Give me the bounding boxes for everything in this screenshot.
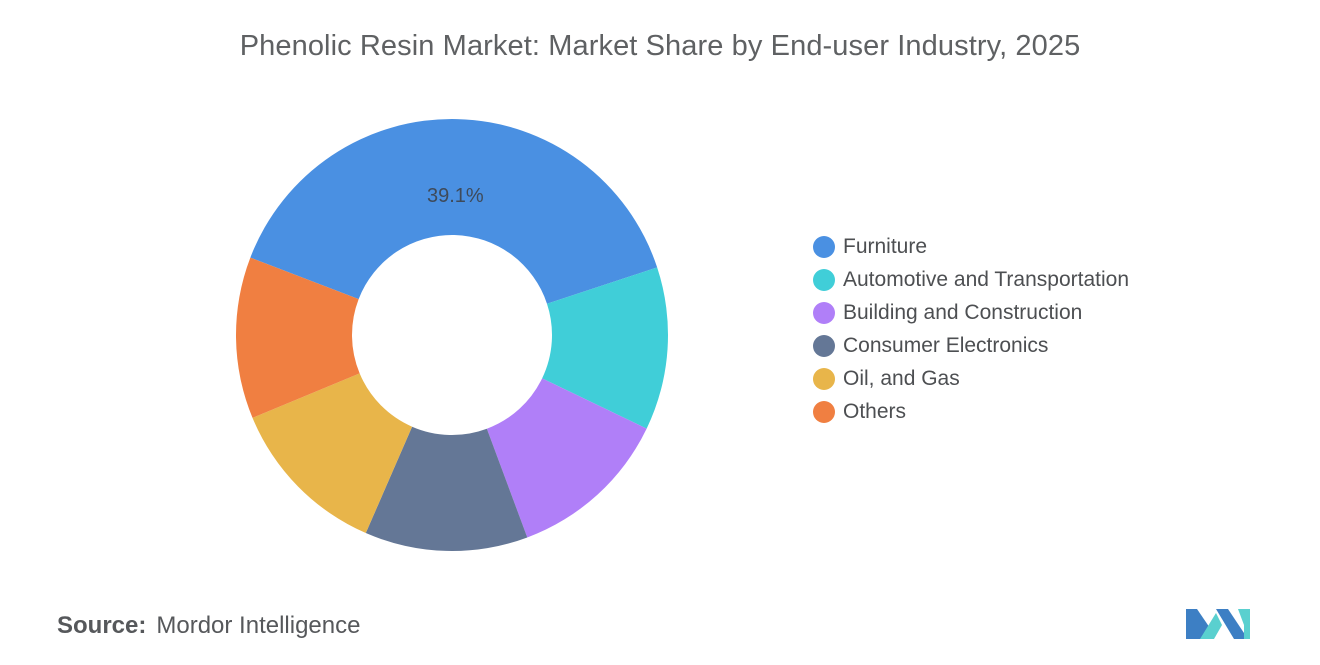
chart-legend: Furniture Automotive and Transportation Bu…	[813, 230, 1129, 428]
slice-furniture	[250, 119, 658, 304]
slice-data-label: 39.1%	[427, 185, 484, 207]
legend-item: Building and Construction	[813, 296, 1129, 329]
chart-title: Phenolic Resin Market: Market Share by E…	[239, 30, 1081, 62]
slice-oil-and-gas	[252, 373, 413, 534]
legend-label: Furniture	[843, 234, 928, 258]
slice-automotive-and-transportation	[542, 267, 668, 429]
source-note: Source: Mordor Intelligence	[57, 612, 360, 640]
legend-swatch	[813, 367, 835, 390]
legend-swatch	[813, 268, 835, 291]
legend-swatch	[813, 235, 835, 258]
legend-label: Automotive and Transportation	[843, 267, 1130, 291]
legend-label: Consumer Electronics	[843, 333, 1049, 357]
legend-item: Automotive and Transportation	[813, 263, 1129, 296]
legend-item: Consumer Electronics	[813, 329, 1129, 362]
legend-label: Oil, and Gas	[843, 366, 960, 390]
legend-item: Oil, and Gas	[813, 362, 1129, 395]
mordor-intelligence-logo	[1186, 609, 1250, 639]
legend-item: Others	[813, 395, 1129, 428]
slice-others	[236, 257, 360, 418]
legend-item: Furniture	[813, 230, 1129, 263]
legend-swatch	[813, 301, 835, 324]
legend-swatch	[813, 334, 835, 357]
slice-consumer-electronics	[365, 426, 528, 551]
source-label: Source:	[57, 612, 147, 639]
legend-swatch	[813, 400, 835, 423]
legend-label: Building and Construction	[843, 300, 1083, 324]
slice-building-and-construction	[486, 378, 647, 538]
legend-label: Others	[843, 399, 907, 423]
source-value: Mordor Intelligence	[156, 612, 361, 639]
